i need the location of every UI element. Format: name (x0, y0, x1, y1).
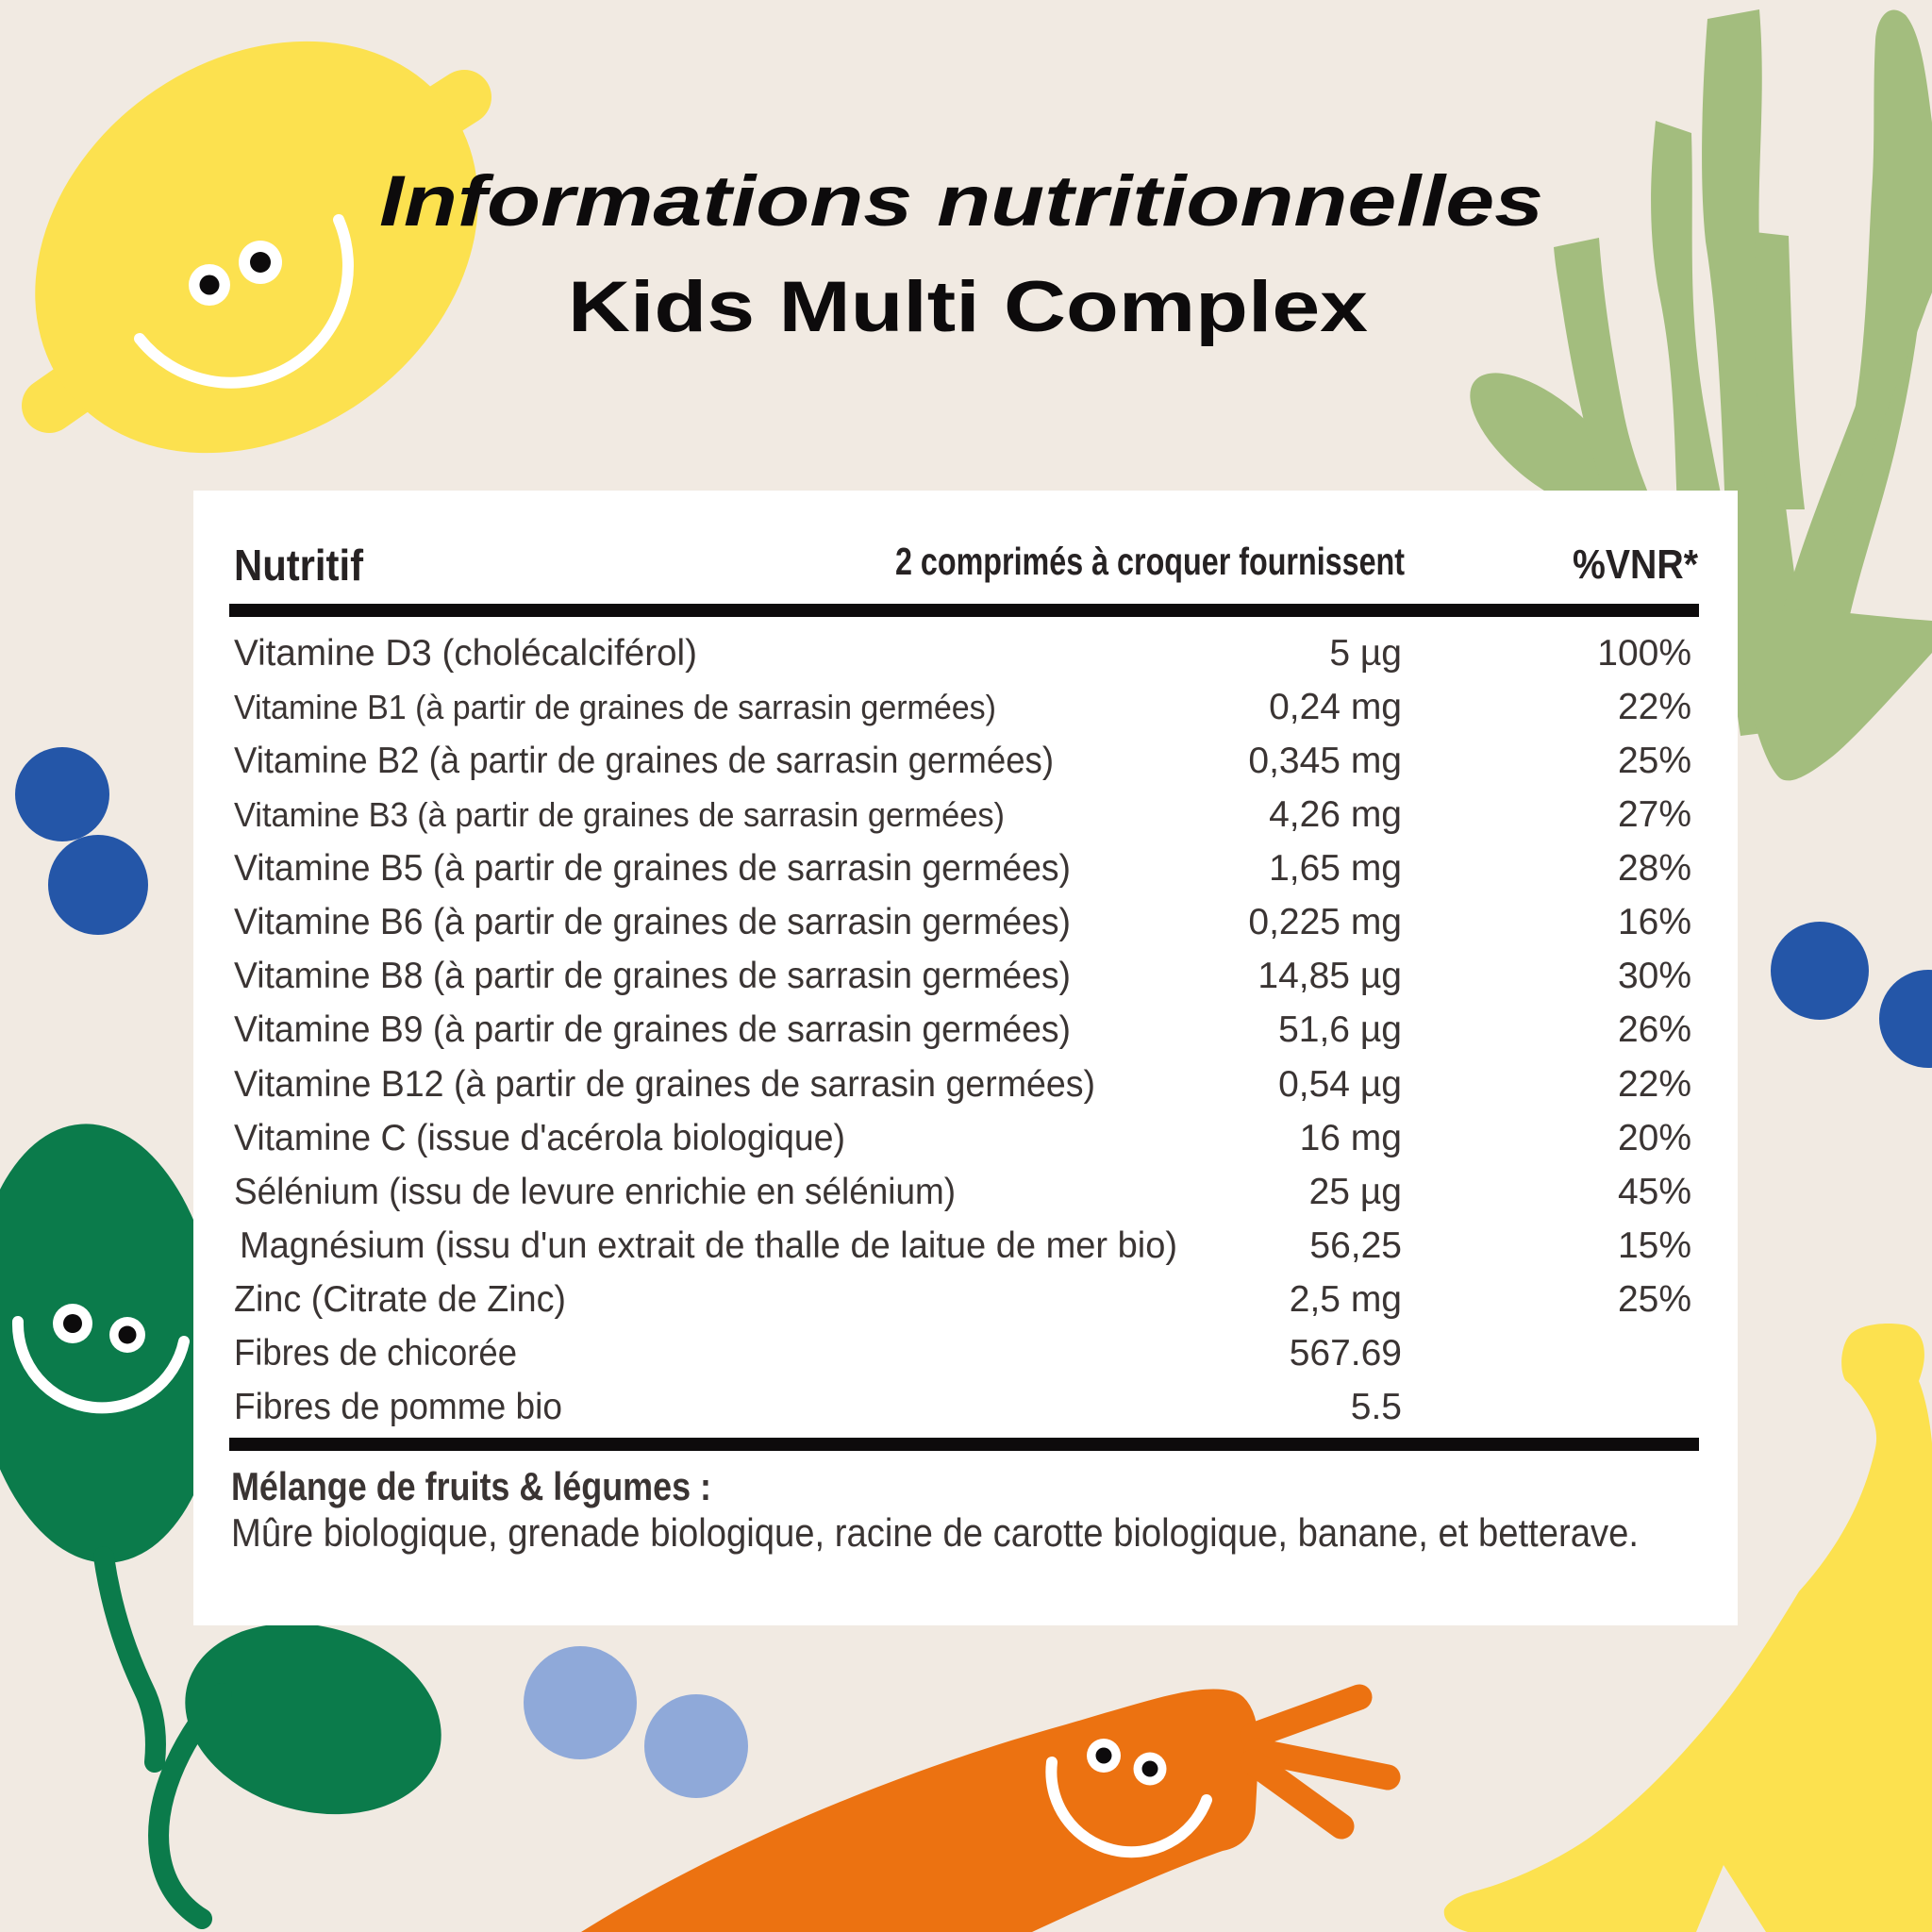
svg-text:25 µg: 25 µg (1309, 1172, 1402, 1212)
svg-text:16%: 16% (1618, 902, 1691, 942)
svg-text:22%: 22% (1618, 687, 1691, 727)
svg-text:5 µg: 5 µg (1329, 633, 1402, 674)
svg-text:567.69: 567.69 (1290, 1333, 1402, 1374)
svg-text:2 comprimés à croquer fourniss: 2 comprimés à croquer fournissent (895, 540, 1405, 583)
svg-text:0,54 µg: 0,54 µg (1278, 1064, 1402, 1105)
svg-text:Vitamine B2 (à partir de grain: Vitamine B2 (à partir de graines de sarr… (234, 741, 1054, 781)
svg-text:14,85 µg: 14,85 µg (1257, 956, 1402, 996)
svg-text:0,24 mg: 0,24 mg (1269, 687, 1402, 727)
svg-text:Vitamine B3 (à partir de grain: Vitamine B3 (à partir de graines de sarr… (234, 795, 1005, 834)
svg-text:4,26 mg: 4,26 mg (1269, 794, 1402, 835)
svg-text:Mûre biologique, grenade biolo: Mûre biologique, grenade biologique, rac… (231, 1510, 1639, 1555)
svg-text:Vitamine B6 (à partir de grain: Vitamine B6 (à partir de graines de sarr… (234, 902, 1071, 942)
svg-text:26%: 26% (1618, 1009, 1691, 1050)
svg-text:100%: 100% (1597, 633, 1691, 674)
svg-text:27%: 27% (1618, 794, 1691, 835)
svg-text:Nutritif: Nutritif (234, 541, 364, 590)
svg-text:Vitamine B5 (à partir de grain: Vitamine B5 (à partir de graines de sarr… (234, 848, 1071, 889)
svg-text:22%: 22% (1618, 1064, 1691, 1105)
svg-text:16 mg: 16 mg (1300, 1118, 1402, 1158)
svg-text:56,25: 56,25 (1309, 1225, 1402, 1266)
svg-text:51,6 µg: 51,6 µg (1278, 1009, 1402, 1050)
svg-text:Fibres de chicorée: Fibres de chicorée (234, 1333, 517, 1374)
svg-text:5.5: 5.5 (1351, 1387, 1402, 1427)
svg-text:15%: 15% (1618, 1225, 1691, 1266)
svg-text:30%: 30% (1618, 956, 1691, 996)
svg-text:Magnésium (issu d'un extrait d: Magnésium (issu d'un extrait de thalle d… (240, 1225, 1177, 1266)
svg-text:Fibres de pomme bio: Fibres de pomme bio (234, 1387, 562, 1427)
svg-text:0,345 mg: 0,345 mg (1248, 741, 1402, 781)
svg-text:0,225 mg: 0,225 mg (1248, 902, 1402, 942)
svg-text:25%: 25% (1618, 741, 1691, 781)
svg-text:1,65 mg: 1,65 mg (1269, 848, 1402, 889)
svg-text:Zinc (Citrate de Zinc): Zinc (Citrate de Zinc) (234, 1279, 566, 1320)
svg-text:25%: 25% (1618, 1279, 1691, 1320)
svg-text:Kids Multi Complex: Kids Multi Complex (568, 267, 1368, 347)
svg-text:Vitamine D3 (cholécalciférol): Vitamine D3 (cholécalciférol) (234, 633, 697, 674)
svg-text:Vitamine B9 (à partir de grain: Vitamine B9 (à partir de graines de sarr… (234, 1009, 1071, 1050)
svg-text:Mélange de fruits & légumes :: Mélange de fruits & légumes : (231, 1464, 711, 1508)
svg-text:45%: 45% (1618, 1172, 1691, 1212)
svg-text:Vitamine B8 (à partir de grain: Vitamine B8 (à partir de graines de sarr… (234, 956, 1071, 996)
svg-text:Sélénium (issu de levure enric: Sélénium (issu de levure enrichie en sél… (234, 1172, 956, 1212)
svg-text:2,5 mg: 2,5 mg (1290, 1279, 1402, 1320)
svg-text:Vitamine B12 (à partir de grai: Vitamine B12 (à partir de graines de sar… (234, 1064, 1095, 1105)
svg-text:28%: 28% (1618, 848, 1691, 889)
svg-text:Informations nutritionnelles: Informations nutritionnelles (379, 161, 1543, 242)
svg-text:Vitamine C (issue d'acérola bi: Vitamine C (issue d'acérola biologique) (234, 1118, 845, 1158)
svg-text:%VNR*: %VNR* (1573, 541, 1699, 588)
svg-text:20%: 20% (1618, 1118, 1691, 1158)
svg-text:Vitamine B1 (à partir de grain: Vitamine B1 (à partir de graines de sarr… (234, 688, 996, 726)
